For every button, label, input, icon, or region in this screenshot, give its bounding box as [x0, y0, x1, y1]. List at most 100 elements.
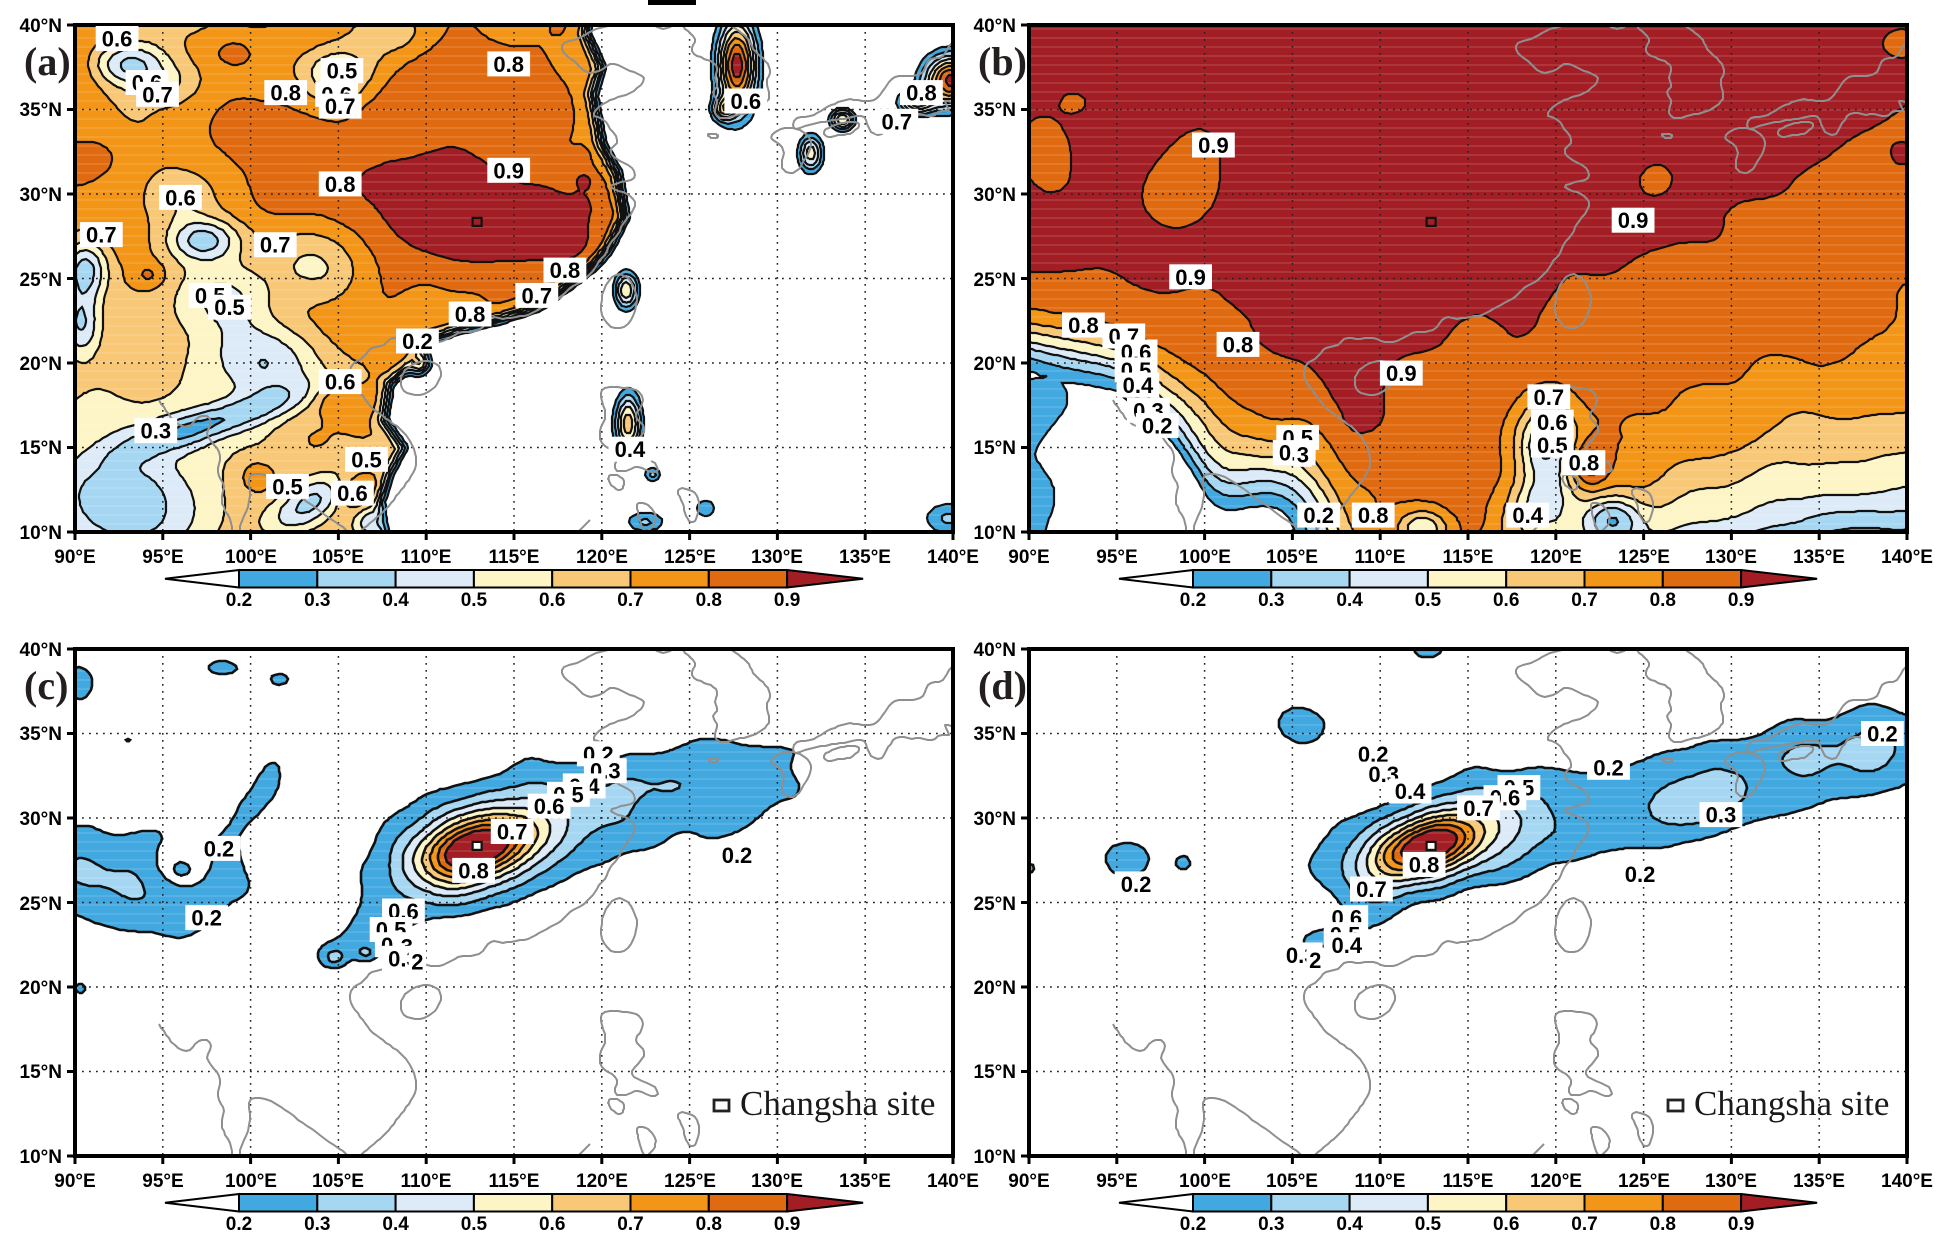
- svg-text:0.9: 0.9: [1618, 208, 1649, 233]
- svg-text:110°E: 110°E: [401, 547, 452, 568]
- svg-text:0.2: 0.2: [1303, 503, 1334, 528]
- svg-text:135°E: 135°E: [1793, 547, 1845, 568]
- svg-text:0.6: 0.6: [539, 1214, 565, 1235]
- svg-text:0.6: 0.6: [1493, 590, 1519, 611]
- svg-text:0.7: 0.7: [1571, 1214, 1597, 1235]
- svg-text:0.6: 0.6: [102, 27, 133, 52]
- svg-text:0.9: 0.9: [1175, 265, 1206, 290]
- svg-text:0.2: 0.2: [191, 906, 222, 931]
- svg-text:0.7: 0.7: [617, 1214, 643, 1235]
- svg-text:30°N: 30°N: [20, 809, 62, 830]
- svg-text:0.5: 0.5: [1415, 590, 1442, 611]
- svg-text:0.7: 0.7: [260, 233, 291, 258]
- svg-text:15°N: 15°N: [974, 1062, 1016, 1083]
- svg-text:95°E: 95°E: [1096, 1171, 1137, 1192]
- svg-text:0.6: 0.6: [534, 794, 565, 819]
- svg-text:105°E: 105°E: [312, 1171, 364, 1192]
- svg-text:(b): (b): [978, 39, 1027, 84]
- svg-text:0.9: 0.9: [1728, 590, 1754, 611]
- svg-text:0.2: 0.2: [1867, 722, 1898, 747]
- svg-text:90°E: 90°E: [1008, 1171, 1049, 1192]
- svg-text:95°E: 95°E: [142, 547, 183, 568]
- svg-text:140°E: 140°E: [1881, 547, 1933, 568]
- svg-text:0.9: 0.9: [1728, 1214, 1754, 1235]
- svg-text:125°E: 125°E: [1618, 1171, 1670, 1192]
- svg-text:100°E: 100°E: [225, 547, 277, 568]
- svg-text:115°E: 115°E: [1443, 547, 1494, 568]
- svg-text:0.4: 0.4: [1123, 373, 1154, 398]
- svg-text:110°E: 110°E: [401, 1171, 452, 1192]
- svg-text:(c): (c): [24, 663, 68, 708]
- svg-text:0.5: 0.5: [1537, 433, 1568, 458]
- svg-text:0.7: 0.7: [325, 94, 356, 119]
- svg-text:0.2: 0.2: [1180, 1214, 1206, 1235]
- svg-text:90°E: 90°E: [54, 1171, 95, 1192]
- svg-text:40°N: 40°N: [974, 640, 1016, 661]
- svg-text:135°E: 135°E: [839, 547, 891, 568]
- svg-text:0.8: 0.8: [1358, 503, 1389, 528]
- svg-text:0.7: 0.7: [617, 590, 643, 611]
- svg-text:0.2: 0.2: [722, 843, 753, 868]
- svg-text:0.9: 0.9: [1198, 133, 1229, 158]
- svg-text:0.8: 0.8: [455, 302, 486, 327]
- svg-text:0.4: 0.4: [1512, 503, 1543, 528]
- svg-text:0.9: 0.9: [774, 590, 800, 611]
- svg-text:25°N: 25°N: [974, 270, 1016, 291]
- svg-text:0.3: 0.3: [141, 419, 172, 444]
- svg-text:100°E: 100°E: [1179, 547, 1231, 568]
- svg-text:0.8: 0.8: [325, 172, 356, 197]
- svg-text:2: 2: [411, 950, 423, 975]
- svg-text:0.4: 0.4: [1336, 1214, 1363, 1235]
- svg-text:3: 3: [1297, 442, 1309, 467]
- svg-text:30°N: 30°N: [20, 185, 62, 206]
- svg-text:0.8: 0.8: [1223, 332, 1254, 357]
- svg-text:0.7: 0.7: [1356, 877, 1387, 902]
- svg-text:35°N: 35°N: [20, 100, 62, 121]
- svg-text:20°N: 20°N: [974, 354, 1016, 375]
- svg-text:10°N: 10°N: [20, 1147, 62, 1168]
- svg-text:Changsha site: Changsha site: [740, 1084, 935, 1123]
- svg-text:105°E: 105°E: [312, 547, 364, 568]
- svg-text:0.7: 0.7: [882, 109, 913, 134]
- svg-text:0.4: 0.4: [615, 437, 646, 462]
- svg-text:0.2: 0.2: [1121, 872, 1152, 897]
- svg-text:135°E: 135°E: [839, 1171, 891, 1192]
- svg-text:120°E: 120°E: [576, 1171, 628, 1192]
- svg-text:10°N: 10°N: [974, 1147, 1016, 1168]
- svg-text:0.8: 0.8: [1650, 1214, 1676, 1235]
- svg-text:0.6: 0.6: [337, 481, 368, 506]
- svg-text:20°N: 20°N: [20, 978, 62, 999]
- svg-text:0.7: 0.7: [497, 820, 528, 845]
- svg-text:Changsha site: Changsha site: [1694, 1084, 1889, 1123]
- svg-text:0.6: 0.6: [1493, 1214, 1519, 1235]
- svg-text:0.4: 0.4: [1395, 779, 1426, 804]
- svg-text:140°E: 140°E: [927, 1171, 979, 1192]
- svg-text:0.7: 0.7: [522, 283, 553, 308]
- svg-text:0.2: 0.2: [1142, 414, 1173, 439]
- svg-text:0.8: 0.8: [1409, 853, 1440, 878]
- svg-text:25°N: 25°N: [20, 270, 62, 291]
- svg-text:0.9: 0.9: [493, 158, 524, 183]
- svg-text:100°E: 100°E: [225, 1171, 277, 1192]
- svg-text:0.4: 0.4: [1336, 590, 1363, 611]
- svg-text:20°N: 20°N: [20, 354, 62, 375]
- svg-text:120°E: 120°E: [1530, 547, 1582, 568]
- svg-text:0.8: 0.8: [458, 858, 489, 883]
- svg-text:0.8: 0.8: [270, 81, 301, 106]
- svg-text:90°E: 90°E: [54, 547, 95, 568]
- svg-text:15°N: 15°N: [974, 438, 1016, 459]
- svg-text:0.7: 0.7: [1463, 796, 1494, 821]
- svg-text:25°N: 25°N: [20, 894, 62, 915]
- svg-text:115°E: 115°E: [489, 547, 540, 568]
- svg-text:30°N: 30°N: [974, 809, 1016, 830]
- svg-text:35°N: 35°N: [974, 724, 1016, 745]
- svg-text:125°E: 125°E: [664, 1171, 716, 1192]
- svg-text:0.2: 0.2: [226, 590, 252, 611]
- svg-text:90°E: 90°E: [1008, 547, 1049, 568]
- svg-text:0.3: 0.3: [1706, 803, 1737, 828]
- svg-text:135°E: 135°E: [1793, 1171, 1845, 1192]
- svg-text:0.4: 0.4: [382, 1214, 409, 1235]
- svg-text:140°E: 140°E: [927, 547, 979, 568]
- svg-text:0.3: 0.3: [304, 590, 330, 611]
- svg-text:0.2: 0.2: [402, 329, 433, 354]
